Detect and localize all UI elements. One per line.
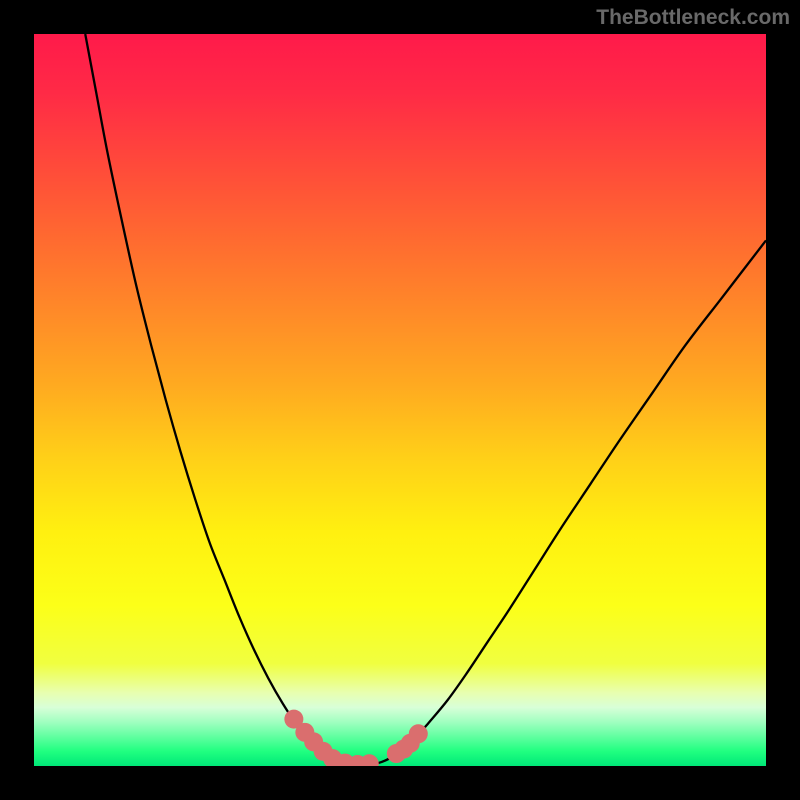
curve-marker xyxy=(360,754,379,766)
chart-container: TheBottleneck.com xyxy=(0,0,800,800)
curve-marker xyxy=(409,724,428,743)
curve-svg xyxy=(34,34,766,766)
plot-area xyxy=(34,34,766,766)
bottleneck-curve xyxy=(85,34,766,765)
watermark-text: TheBottleneck.com xyxy=(596,6,790,30)
